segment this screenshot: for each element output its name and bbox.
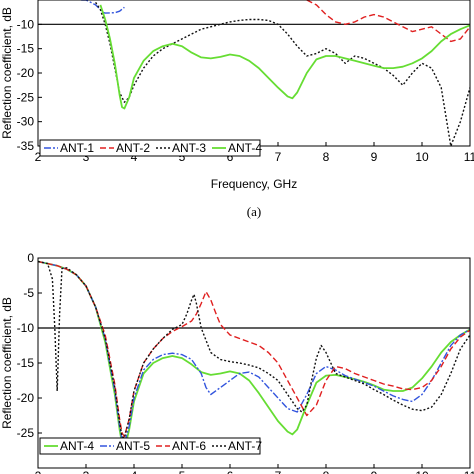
y-tick-label: -30: [17, 115, 35, 129]
x-tick-label: 6: [227, 150, 234, 164]
x-tick-label: 11: [464, 469, 474, 474]
legend: ANT-1 ANT-2 ANT-3 ANT-4: [39, 139, 262, 157]
legend: ANT-4 ANT-5 ANT-6 ANT-7: [39, 437, 262, 455]
legend-label-ant-1: ANT-1: [60, 141, 94, 155]
x-tick-label: 5: [179, 150, 186, 164]
x-tick-label: 10: [415, 150, 429, 164]
series-line-ant-5: [38, 260, 470, 445]
x-tick-label: 10: [415, 469, 429, 474]
figure-caption: (a): [247, 204, 261, 219]
x-tick-label: 4: [131, 150, 138, 164]
y-tick-label: -10: [17, 321, 35, 335]
series-line-ant-4: [99, 4, 470, 110]
x-axis-label: Frequency, GHz: [211, 177, 297, 191]
legend-label-ant-3: ANT-3: [172, 141, 206, 155]
series-line-ant-1: [81, 0, 125, 14]
legend-label-ant-4: ANT-4: [228, 141, 262, 155]
x-tick-label: 7: [275, 469, 282, 474]
y-tick-label: -5: [23, 286, 34, 300]
x-tick-label: 7: [275, 150, 282, 164]
y-tick-label: -35: [17, 139, 35, 153]
x-tick-label: 2: [35, 469, 42, 474]
x-tick-label: 11: [464, 150, 474, 164]
y-tick-label: -20: [17, 391, 35, 405]
x-tick-label: 9: [371, 469, 378, 474]
series-line-ant-4: [38, 260, 470, 451]
series-line-ant-7: [38, 260, 470, 439]
y-tick-label: -25: [17, 426, 35, 440]
plot-area: [37, 257, 471, 469]
chart-a: 2 3 4 5 6 7 8 9 10 11-35-30-25-20-15-10 ANT-1 ANT-…: [0, 0, 474, 219]
series-line-ant-6: [38, 260, 470, 438]
x-tick-label: 9: [371, 150, 378, 164]
legend-label-ant-5: ANT-5: [116, 439, 150, 453]
legend-label-ant-7: ANT-7: [228, 439, 262, 453]
x-tick-label: 2: [35, 150, 42, 164]
legend-label-ant-4: ANT-4: [60, 439, 94, 453]
x-tick-label: 5: [179, 469, 186, 474]
y-tick-label: -10: [17, 17, 35, 31]
x-tick-label: 3: [83, 469, 90, 474]
y-tick-label: 0: [27, 251, 34, 265]
series-line-ant-2: [306, 0, 470, 43]
x-tick-label: 8: [323, 150, 330, 164]
legend-box: [39, 437, 261, 455]
series-line-ant-3: [95, 2, 470, 146]
x-tick-label: 6: [227, 469, 234, 474]
y-axis-label: Reflection coefficient, dB: [0, 7, 14, 139]
plot-area: [37, 0, 471, 147]
x-tick-label: 8: [323, 469, 330, 474]
y-axis-label: Reflection coefficient, dB: [0, 297, 14, 429]
legend-label-ant-2: ANT-2: [116, 141, 150, 155]
y-tick-label: -20: [17, 66, 35, 80]
x-tick-label: 4: [131, 469, 138, 474]
y-tick-label: -15: [17, 42, 35, 56]
legend-label-ant-6: ANT-6: [172, 439, 206, 453]
y-tick-label: -25: [17, 90, 35, 104]
y-tick-label: -15: [17, 356, 35, 370]
x-tick-label: 3: [83, 150, 90, 164]
legend-box: [39, 139, 261, 157]
